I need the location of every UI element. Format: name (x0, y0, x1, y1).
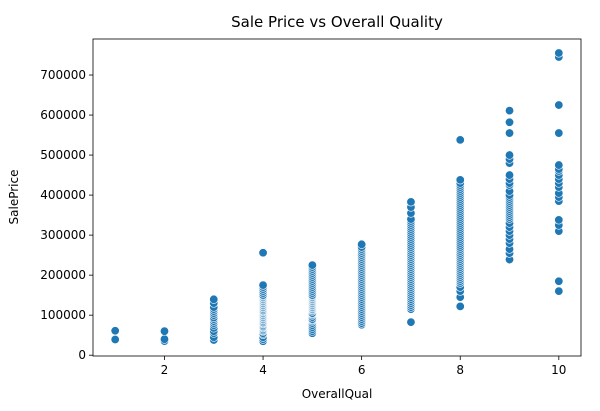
data-point (258, 248, 268, 258)
data-point (505, 150, 515, 160)
x-axis: 2 4 6 8 10 (161, 356, 566, 377)
y-tick-label: 600000 (40, 108, 86, 122)
data-point (505, 128, 515, 138)
data-point (159, 334, 169, 344)
x-tick-label: 10 (551, 363, 566, 377)
y-tick-label: 200000 (40, 268, 86, 282)
data-point (455, 301, 465, 311)
data-point (554, 128, 564, 138)
x-tick-label: 6 (358, 363, 366, 377)
data-points (110, 48, 564, 346)
data-point (505, 170, 515, 180)
y-axis: 0 100000 200000 300000 400000 500000 600000 700… (40, 68, 93, 362)
data-point (455, 135, 465, 145)
data-point (258, 280, 268, 290)
data-point (554, 286, 564, 296)
y-tick-label: 300000 (40, 228, 86, 242)
y-axis-label: SalePrice (7, 170, 21, 225)
x-axis-label: OverallQual (302, 387, 373, 401)
data-point (554, 48, 564, 58)
data-point (357, 239, 367, 249)
y-tick-label: 500000 (40, 148, 86, 162)
data-point (110, 334, 120, 344)
y-tick-label: 100000 (40, 308, 86, 322)
x-tick-label: 4 (259, 363, 267, 377)
chart-title: Sale Price vs Overall Quality (231, 13, 443, 31)
data-point (307, 260, 317, 270)
data-point (505, 106, 515, 116)
y-tick-label: 700000 (40, 68, 86, 82)
data-point (505, 117, 515, 127)
data-point (554, 100, 564, 110)
x-tick-label: 2 (161, 363, 169, 377)
y-tick-label: 400000 (40, 188, 86, 202)
data-point (159, 326, 169, 336)
data-point (554, 215, 564, 225)
data-point (209, 294, 219, 304)
data-point (406, 197, 416, 207)
data-point (406, 317, 416, 327)
data-point (110, 326, 120, 336)
data-point (455, 175, 465, 185)
x-tick-label: 8 (456, 363, 464, 377)
data-point (554, 276, 564, 286)
plot-area (92, 38, 582, 357)
data-point (554, 160, 564, 170)
y-tick-label: 0 (78, 348, 86, 362)
